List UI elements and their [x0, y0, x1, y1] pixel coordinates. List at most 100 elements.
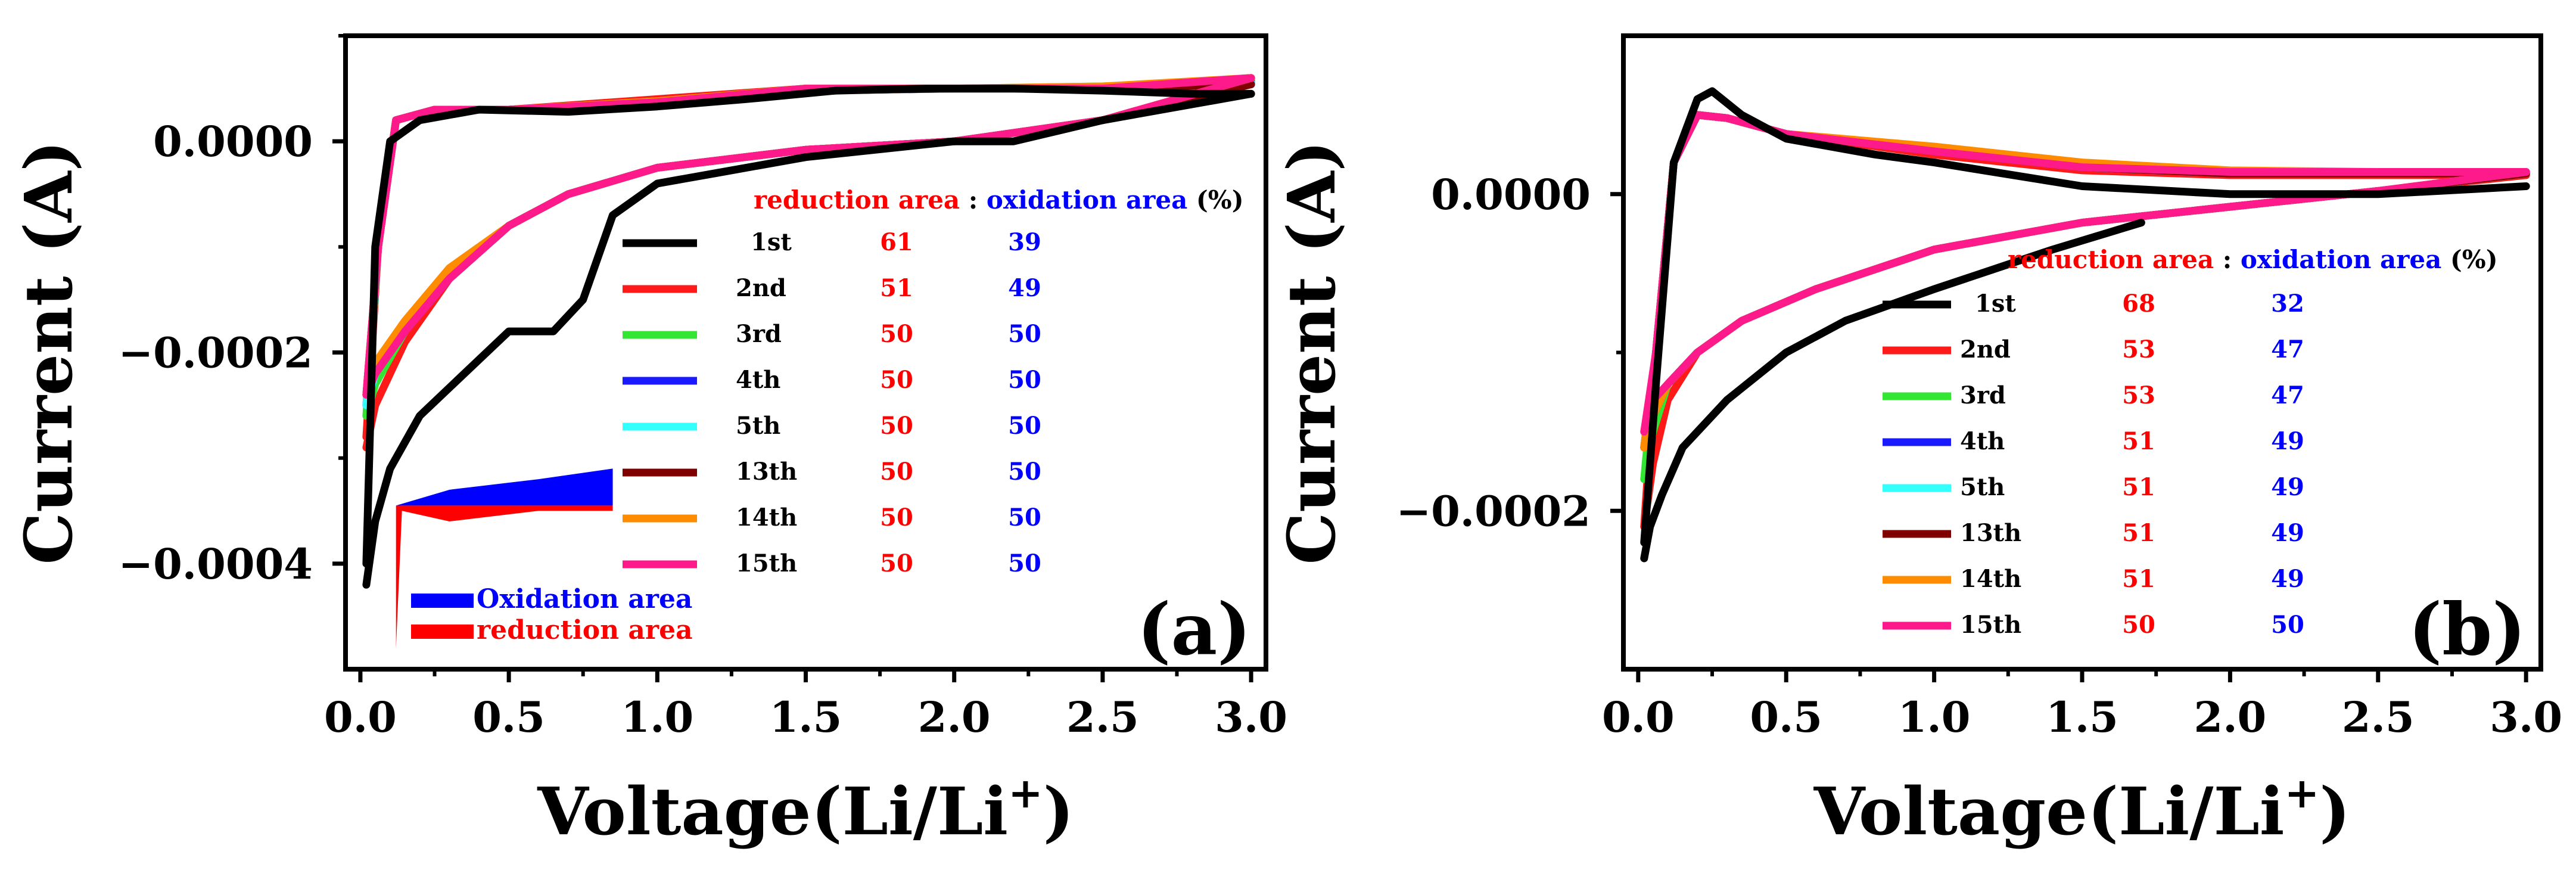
series-3rd-cathodic-line [362, 76, 1255, 420]
reduction-pct: 50 [880, 366, 913, 394]
series-4th-cathodic-line [362, 78, 1255, 409]
chart-panel-b: 0.0 0.5 1.0 1.5 2.0 2.5 3.0 0.0000 −0.0002 Voltag… [1273, 33, 2562, 850]
oxidation-pct: 47 [2271, 335, 2304, 364]
x-axis-label-main: Voltage(Li/Li [1813, 773, 2285, 850]
x-tick-label: 2.5 [2342, 692, 2415, 742]
oxidation-pct: 49 [2271, 473, 2304, 501]
oxidation-pct: 50 [1008, 504, 1041, 532]
legend-label: 4th [736, 366, 780, 394]
table-header-oxidation: oxidation area [978, 185, 1187, 215]
oxidation-pct: 47 [2271, 381, 2304, 409]
legend-row: 1st 68 32 [1883, 290, 2304, 318]
legend-label: 15th [1960, 611, 2021, 639]
x-tick-label: 0.5 [472, 692, 545, 742]
reduction-pct: 50 [880, 549, 913, 577]
series-5th-cathodic-line [1640, 169, 2530, 452]
legend-row: 13th 51 49 [1883, 519, 2304, 547]
series-5th-anodic-line [362, 79, 1255, 409]
legend-label: 1st [1975, 290, 2016, 318]
legend-row: 3rd 50 50 [623, 320, 1041, 348]
reduction-pct: 53 [2122, 335, 2155, 364]
x-tick-label: 3.0 [2490, 692, 2562, 742]
series-1st-anodic-line [1640, 87, 2530, 546]
y-tick-label: 0.0000 [153, 117, 313, 166]
series-2nd-cathodic-line [362, 74, 1255, 452]
legend-label: 13th [1960, 519, 2021, 547]
reduction-pct: 50 [880, 412, 913, 440]
oxidation-pct: 50 [1008, 366, 1041, 394]
x-tick-label: 1.5 [770, 692, 842, 742]
table-header-unit: (%) [1187, 185, 1243, 215]
area-legend-label: reduction area [477, 615, 693, 645]
table-header: reduction area : oxidation area (%) [2008, 245, 2498, 274]
legend-label: 2nd [736, 274, 786, 302]
reduction-pct: 50 [880, 504, 913, 532]
x-tick-label: 3.0 [1215, 692, 1287, 742]
legend-row: 5th 51 49 [1883, 473, 2304, 501]
series-1st-cathodic-line [362, 89, 1255, 589]
x-axis-label-sup: + [1008, 768, 1043, 818]
table-header-reduction: reduction area [754, 185, 960, 215]
table-header-oxidation: oxidation area [2232, 245, 2441, 274]
area-legend-label: Oxidation area [477, 584, 692, 614]
legend-row: 14th 50 50 [623, 504, 1041, 532]
reduction-pct: 50 [880, 458, 913, 486]
series-2nd-cathodic-line [1640, 171, 2530, 531]
oxidation-pct: 50 [1008, 412, 1041, 440]
table-header-unit: (%) [2441, 245, 2497, 274]
y-tick-label: 0.0000 [1431, 170, 1591, 219]
legend-label: 4th [1960, 427, 2005, 455]
legend-row: 13th 50 50 [623, 458, 1041, 486]
legend-label: 13th [736, 458, 797, 486]
reduction-pct: 50 [2122, 611, 2155, 639]
x-axis-label: Voltage(Li/Li+) [1813, 768, 2351, 850]
oxidation-pct: 50 [1008, 549, 1041, 577]
y-axis-label: Current (A) [10, 141, 87, 565]
legend-row: 14th 51 49 [1883, 565, 2304, 593]
series-1st-cathodic-line [1640, 219, 2145, 563]
oxidation-pct: 50 [1008, 320, 1041, 348]
legend-label: 1st [751, 228, 792, 256]
panel-label: (b) [2409, 588, 2526, 672]
oxidation-pct: 49 [1008, 274, 1041, 302]
x-tick-label: 2.0 [2194, 692, 2266, 742]
y-tick-label: −0.0002 [118, 328, 313, 378]
reduction-pct: 51 [2122, 473, 2155, 501]
legend-label: 14th [1960, 565, 2021, 593]
y-axis-label: Current (A) [1273, 141, 1350, 565]
x-axis-label-main: Voltage(Li/Li [537, 773, 1008, 850]
x-tick-label: 2.5 [1066, 692, 1139, 742]
reduction-pct: 68 [2122, 290, 2155, 318]
series-3rd-anodic-line [362, 76, 1255, 420]
legend-label: 14th [736, 504, 797, 532]
x-tick-label: 2.0 [918, 692, 991, 742]
legend-row: 1st 61 39 [623, 228, 1041, 256]
x-tick-label: 0.5 [1750, 692, 1822, 742]
legend-label: 15th [736, 549, 797, 577]
chart-panel-a: 0.0 0.5 1.0 1.5 2.0 2.5 3.0 0.0000 −0.0002 −0.000… [10, 33, 1287, 850]
legend-row: 15th 50 50 [623, 549, 1041, 577]
series-4th-cathodic-line [1640, 169, 2530, 452]
reduction-pct: 51 [880, 274, 913, 302]
panel-label: (a) [1137, 588, 1251, 672]
x-axis-label: Voltage(Li/Li+) [537, 768, 1074, 850]
y-tick-label: −0.0002 [1396, 486, 1591, 536]
x-tick-label: 1.0 [1898, 692, 1971, 742]
x-tick-label: 1.0 [621, 692, 693, 742]
series-2nd-anodic-line [362, 74, 1255, 441]
table-header: reduction area : oxidation area (%) [754, 185, 1244, 215]
curves [362, 74, 1255, 589]
reduction-pct: 61 [880, 228, 913, 256]
legend-label: 5th [736, 412, 780, 440]
x-axis-label-close: ) [2319, 773, 2350, 850]
legend-label: 2nd [1960, 335, 2011, 364]
oxidation-pct: 50 [1008, 458, 1041, 486]
x-tick-label: 0.0 [1602, 692, 1675, 742]
series-5th-cathodic-line [362, 79, 1255, 409]
legend-row: 2nd 53 47 [1883, 335, 2304, 364]
series-4th-anodic-line [362, 78, 1255, 409]
legend-row: 4th 51 49 [1883, 427, 2304, 455]
oxidation-pct: 49 [2271, 519, 2304, 547]
x-tick-label: 1.5 [2046, 692, 2118, 742]
legend-label: 5th [1960, 473, 2005, 501]
